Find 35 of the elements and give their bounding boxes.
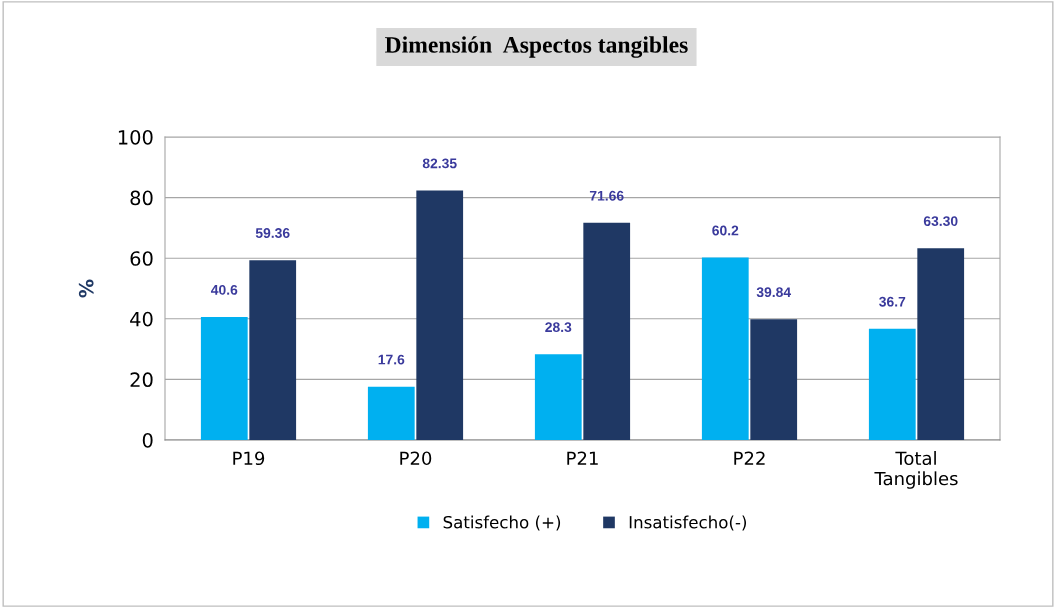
- bar: [868, 328, 916, 440]
- y-tick-label: 20: [130, 372, 153, 388]
- x-tick-label: P22: [734, 451, 765, 465]
- y-axis-title: %: [78, 279, 94, 298]
- y-tick-label: 100: [118, 129, 153, 145]
- bar: [416, 190, 464, 440]
- data-label: 40.6: [210, 284, 238, 295]
- data-label: 36.7: [879, 296, 906, 307]
- bar: [750, 319, 798, 440]
- bar: [249, 260, 297, 440]
- data-label: 71.66: [589, 190, 624, 201]
- legend-label: Satisfecho (+): [443, 515, 561, 531]
- data-label: 17.6: [378, 354, 405, 365]
- data-label: 60.2: [712, 225, 739, 236]
- data-label: 59.36: [255, 228, 290, 238]
- y-tick-label: 60: [130, 251, 153, 266]
- x-tick-label: P20: [400, 451, 432, 466]
- y-tick-label: 0: [142, 432, 153, 448]
- bar: [701, 257, 749, 440]
- data-label: 82.35: [422, 158, 457, 169]
- y-tick-label: 80: [130, 190, 153, 206]
- bar: [367, 386, 415, 440]
- bar: [583, 222, 631, 440]
- chart-title: Dimensión Aspectos tangibles: [385, 36, 688, 58]
- data-label: 28.3: [545, 322, 572, 333]
- y-tick-label: 40: [130, 311, 153, 327]
- data-label: 63.30: [923, 216, 958, 227]
- x-tick-label: Total Tangibles: [874, 451, 958, 489]
- x-tick-label: P19: [233, 451, 265, 466]
- bar: [917, 248, 965, 440]
- data-label: 39.84: [756, 287, 792, 298]
- bar: [200, 316, 248, 440]
- x-tick-label: P21: [567, 451, 598, 465]
- bar: [534, 354, 582, 440]
- legend-label: Insatisfecho(-): [629, 515, 747, 531]
